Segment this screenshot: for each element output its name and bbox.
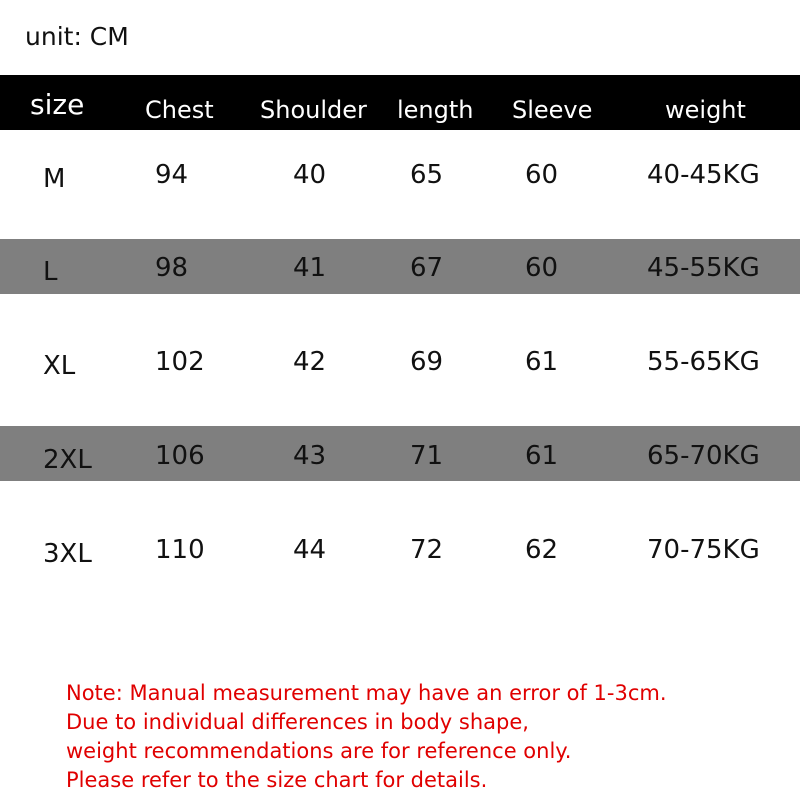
table-cell: 67	[410, 253, 444, 283]
table-cell: L	[43, 257, 58, 287]
table-cell: 62	[525, 535, 559, 565]
unit-label: unit: CM	[25, 22, 129, 51]
table-cell: 41	[293, 253, 327, 283]
table-cell: 43	[293, 441, 327, 471]
table-cell: 60	[525, 253, 559, 283]
table-cell: 44	[293, 535, 327, 565]
table-cell: 45-55KG	[647, 253, 760, 283]
note: Note: Manual measurement may have an err…	[66, 679, 667, 795]
table-cell: 42	[293, 347, 327, 377]
table-header	[0, 75, 800, 130]
table-cell: XL	[43, 351, 76, 381]
table-cell: 69	[410, 347, 444, 377]
table-cell: 72	[410, 535, 444, 565]
table-cell: 71	[410, 441, 444, 471]
column-header: Sleeve	[512, 96, 593, 124]
table-cell: 2XL	[43, 445, 92, 475]
table-cell: 40	[293, 160, 327, 190]
row-band	[0, 239, 800, 294]
table-cell: 65-70KG	[647, 441, 760, 471]
note-line: Please refer to the size chart for detai…	[66, 768, 488, 792]
table-cell: 65	[410, 160, 444, 190]
table-cell: 55-65KG	[647, 347, 760, 377]
note-line: Due to individual differences in body sh…	[66, 710, 529, 734]
table-cell: 70-75KG	[647, 535, 760, 565]
table-cell: 110	[155, 535, 205, 565]
column-header: weight	[665, 96, 746, 124]
table-cell: 3XL	[43, 539, 92, 569]
table-cell: 61	[525, 441, 559, 471]
column-header: Shoulder	[260, 96, 367, 124]
column-header: size	[30, 88, 85, 121]
table-cell: 98	[155, 253, 189, 283]
note-line: Note: Manual measurement may have an err…	[66, 681, 667, 705]
column-header: Chest	[145, 96, 214, 124]
table-cell: 40-45KG	[647, 160, 760, 190]
note-line: weight recommendations are for reference…	[66, 739, 572, 763]
table-cell: 102	[155, 347, 205, 377]
table-cell: 106	[155, 441, 205, 471]
table-cell: 94	[155, 160, 189, 190]
row-band	[0, 426, 800, 481]
table-cell: M	[43, 164, 66, 194]
table-cell: 61	[525, 347, 559, 377]
table-cell: 60	[525, 160, 559, 190]
column-header: length	[397, 96, 474, 124]
